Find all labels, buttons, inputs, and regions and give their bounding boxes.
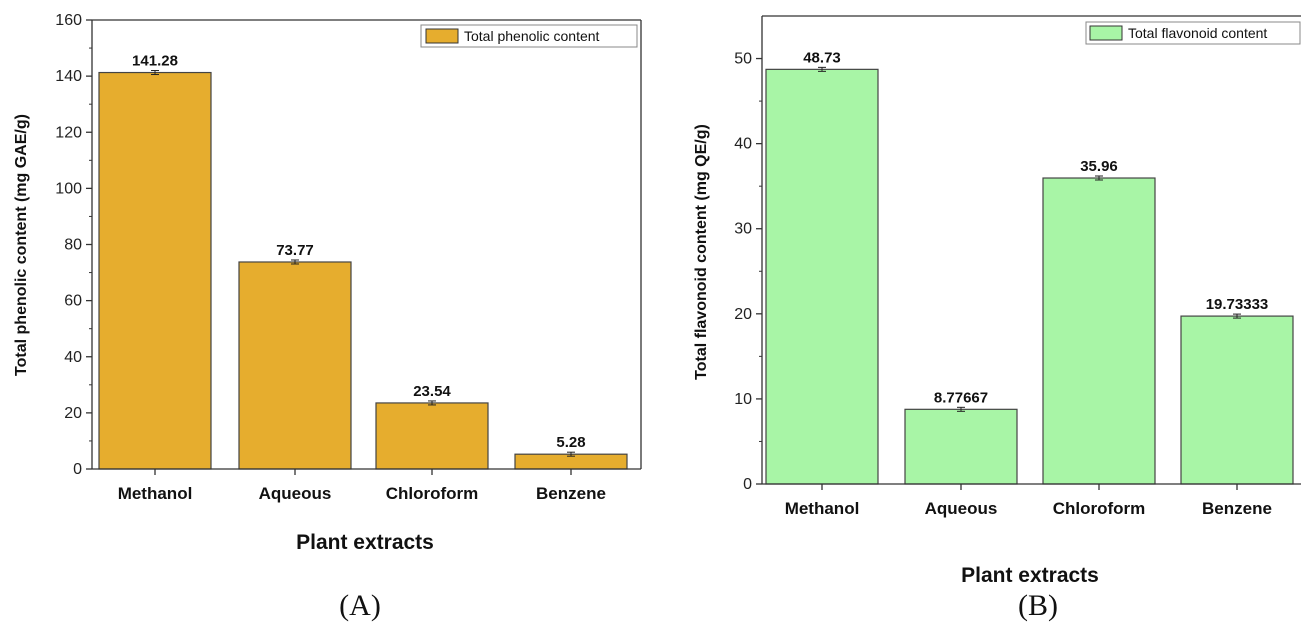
chart-a-bar-methanol	[98, 71, 212, 470]
chart-a-x-title: Plant extracts	[296, 531, 434, 554]
chart-a-y-tick-label: 120	[55, 124, 82, 141]
chart-a-x-tick-label: Aqueous	[259, 484, 332, 503]
chart-a-data-label: 141.28	[132, 53, 178, 70]
chart-a-bar-chloroform	[375, 402, 489, 470]
chart-a-legend-label: Total phenolic content	[464, 28, 600, 44]
chart-a-x-tick-label: Methanol	[118, 484, 193, 503]
chart-a-legend-box	[420, 24, 638, 48]
chart-a-y-tick-label: 40	[64, 349, 82, 366]
chart-a-data-label: 73.77	[276, 242, 314, 259]
chart-a-x-tick-label: Chloroform	[386, 484, 479, 503]
chart-a-y-tick-label: 160	[55, 12, 82, 29]
chart-a-legend-swatch	[425, 28, 459, 44]
chart-a-y-tick-label: 20	[64, 405, 82, 422]
chart-a-y-tick-label: 100	[55, 180, 82, 197]
chart-a-y-tick-label: 140	[55, 68, 82, 85]
chart-a-panel-label: (A)	[339, 589, 381, 622]
chart-a-y-tick-label: 0	[73, 461, 82, 478]
chart-a-y-title: Total phenolic content (mg GAE/g)	[13, 114, 30, 376]
chart-a-data-label: 23.54	[413, 383, 451, 400]
chart-a-y-tick-label: 80	[64, 237, 82, 254]
chart-a-data-label: 5.28	[556, 434, 585, 451]
chart-a-x-tick-label: Benzene	[536, 484, 606, 503]
chart-a-legend: Total phenolic content	[420, 24, 638, 48]
chart-a-y-tick-label: 60	[64, 293, 82, 310]
chart-a-bar-aqueous	[238, 261, 352, 470]
